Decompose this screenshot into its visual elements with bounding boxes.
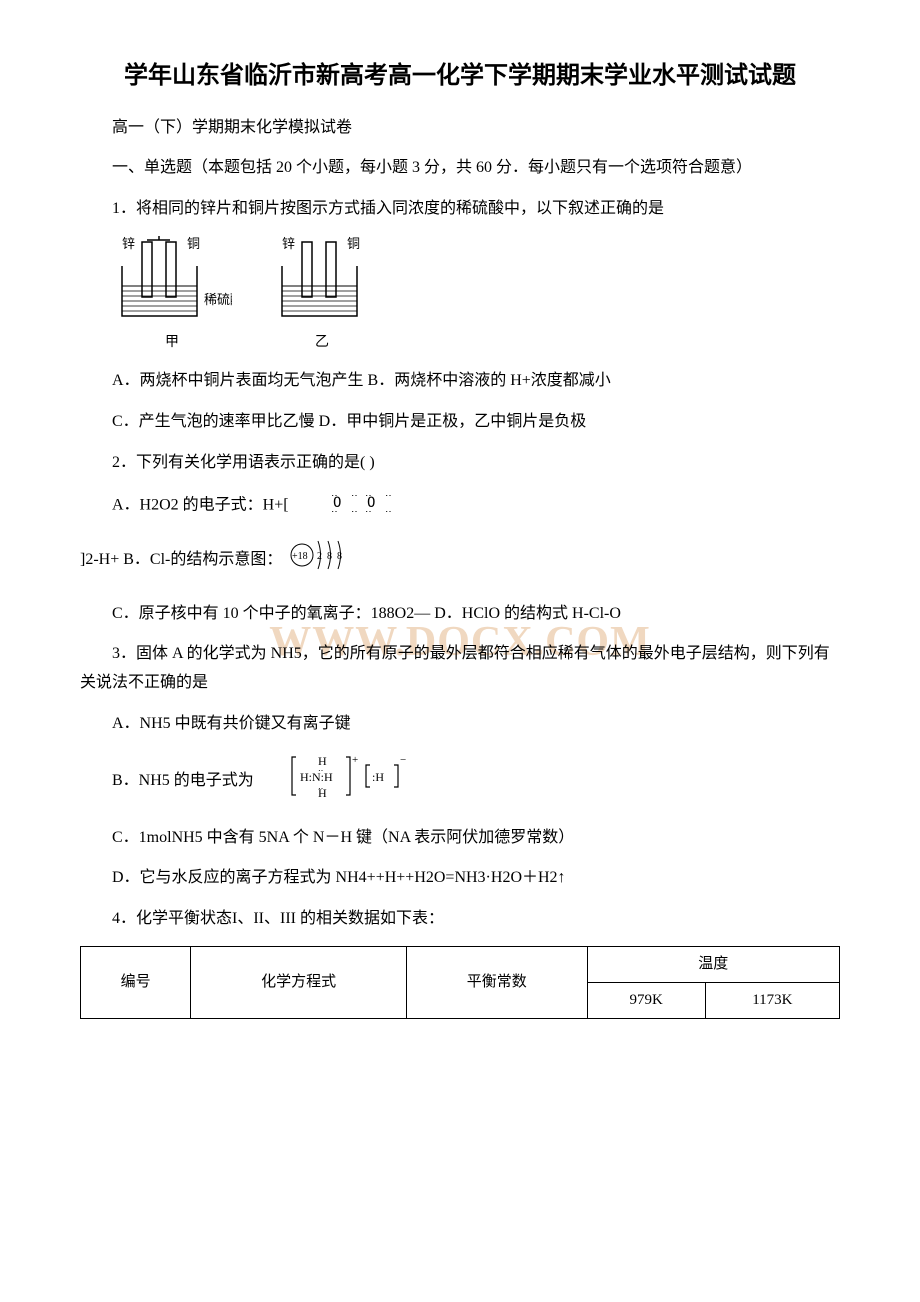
th-col1: 编号: [81, 946, 191, 1018]
th-col4a: 979K: [587, 982, 705, 1018]
q1-optC: C．产生气泡的速率甲比乙慢 D．甲中铜片是正极，乙中铜片是负极: [80, 408, 840, 437]
svg-text:8: 8: [337, 551, 342, 562]
q3-optB: B．NH5 的电子式为 H ‥ H:N:H ‥ H + :H −: [80, 751, 840, 812]
copper-label-2: 铜: [347, 236, 360, 251]
svg-text:H: H: [318, 786, 327, 800]
th-col2: 化学方程式: [191, 946, 407, 1018]
subtitle: 高一（下）学期期末化学模拟试卷: [80, 114, 840, 143]
atom-structure-icon: +18 2 8 8: [286, 533, 356, 588]
yi-label: 乙: [315, 330, 329, 355]
q2-optC: C．原子核中有 10 个中子的氧离子：188O2— D．HClO 的结构式 H-…: [80, 600, 840, 629]
q1-stem: 1．将相同的锌片和铜片按图示方式插入同浓度的稀硫酸中，以下叙述正确的是: [80, 195, 840, 224]
svg-text:+18: +18: [292, 551, 308, 562]
svg-text:+: +: [352, 754, 358, 766]
svg-text:8: 8: [327, 551, 332, 562]
q4-stem: 4．化学平衡状态I、II、III 的相关数据如下表：: [80, 905, 840, 934]
beaker-jia-svg: 锌 铜 稀硫酸: [112, 236, 232, 326]
q3-stem: 3．固体 A 的化学式为 NH5，它的所有原子的最外层都符合相应稀有气体的最外电…: [80, 640, 840, 698]
nh5-electron-formula-icon: H ‥ H:N:H ‥ H + :H −: [258, 751, 430, 812]
svg-text:−: −: [400, 754, 406, 766]
q3-optD: D．它与水反应的离子方程式为 NH4++H++H2O=NH3·H2O＋H2↑: [80, 864, 840, 893]
beaker-yi: 锌 铜 乙: [272, 236, 372, 355]
document-content: 学年山东省临沂市新高考高一化学下学期期末学业水平测试试题 高一（下）学期期末化学…: [80, 60, 840, 1019]
section-header: 一、单选题（本题包括 20 个小题，每小题 3 分，共 60 分．每小题只有一个…: [80, 154, 840, 183]
svg-text:‥: ‥: [351, 490, 359, 499]
th-col4: 温度: [587, 946, 839, 982]
svg-text:2: 2: [317, 551, 322, 562]
q1-figure: 锌 铜 稀硫酸 甲 锌 铜: [112, 236, 840, 355]
beaker-jia: 锌 铜 稀硫酸 甲: [112, 236, 232, 355]
svg-text:‥: ‥: [351, 504, 359, 512]
beaker-yi-svg: 锌 铜: [272, 236, 372, 326]
q2-optA-line2: ]2-H+ B．Cl-的结构示意图： +18 2 8 8: [80, 533, 840, 588]
q1-optA: A．两烧杯中铜片表面均无气泡产生 B．两烧杯中溶液的 H+浓度都减小: [80, 367, 840, 396]
q2-optA-suffix: ]2-H+ B．Cl-的结构示意图：: [80, 551, 282, 568]
table-row: 编号 化学方程式 平衡常数 温度: [81, 946, 840, 982]
svg-text:‥: ‥: [331, 504, 339, 512]
svg-text:‥: ‥: [385, 504, 393, 512]
zinc-label: 锌: [122, 236, 135, 251]
copper-label: 铜: [187, 236, 200, 251]
svg-text:‥: ‥: [365, 504, 373, 512]
q2-optA-prefix: A．H2O2 的电子式：H+[: [112, 496, 289, 513]
svg-text::H: :H: [372, 770, 384, 784]
th-col4b: 1173K: [705, 982, 839, 1018]
svg-text:‥: ‥: [385, 490, 393, 499]
q2-optA: A．H2O2 的电子式：H+[ ‥ O ‥ ‥ ‥ ‥ O ‥ ‥ ‥: [80, 490, 840, 521]
acid-label: 稀硫酸: [204, 292, 232, 307]
th-col3: 平衡常数: [407, 946, 588, 1018]
zinc-label-2: 锌: [282, 236, 295, 251]
q3-optA: A．NH5 中既有共价键又有离子键: [80, 710, 840, 739]
q3-optB-prefix: B．NH5 的电子式为: [112, 772, 254, 789]
q2-stem: 2．下列有关化学用语表示正确的是( ): [80, 449, 840, 478]
page-title: 学年山东省临沂市新高考高一化学下学期期末学业水平测试试题: [80, 60, 840, 94]
q3-optC: C．1molNH5 中含有 5NA 个 N－H 键（NA 表示阿伏加德罗常数）: [80, 824, 840, 853]
q4-table: 编号 化学方程式 平衡常数 温度 979K 1173K: [80, 946, 840, 1019]
electron-dots-icon: ‥ O ‥ ‥ ‥ ‥ O ‥ ‥ ‥: [293, 490, 405, 521]
jia-label: 甲: [165, 330, 179, 355]
svg-text:H:N:H: H:N:H: [300, 770, 333, 784]
